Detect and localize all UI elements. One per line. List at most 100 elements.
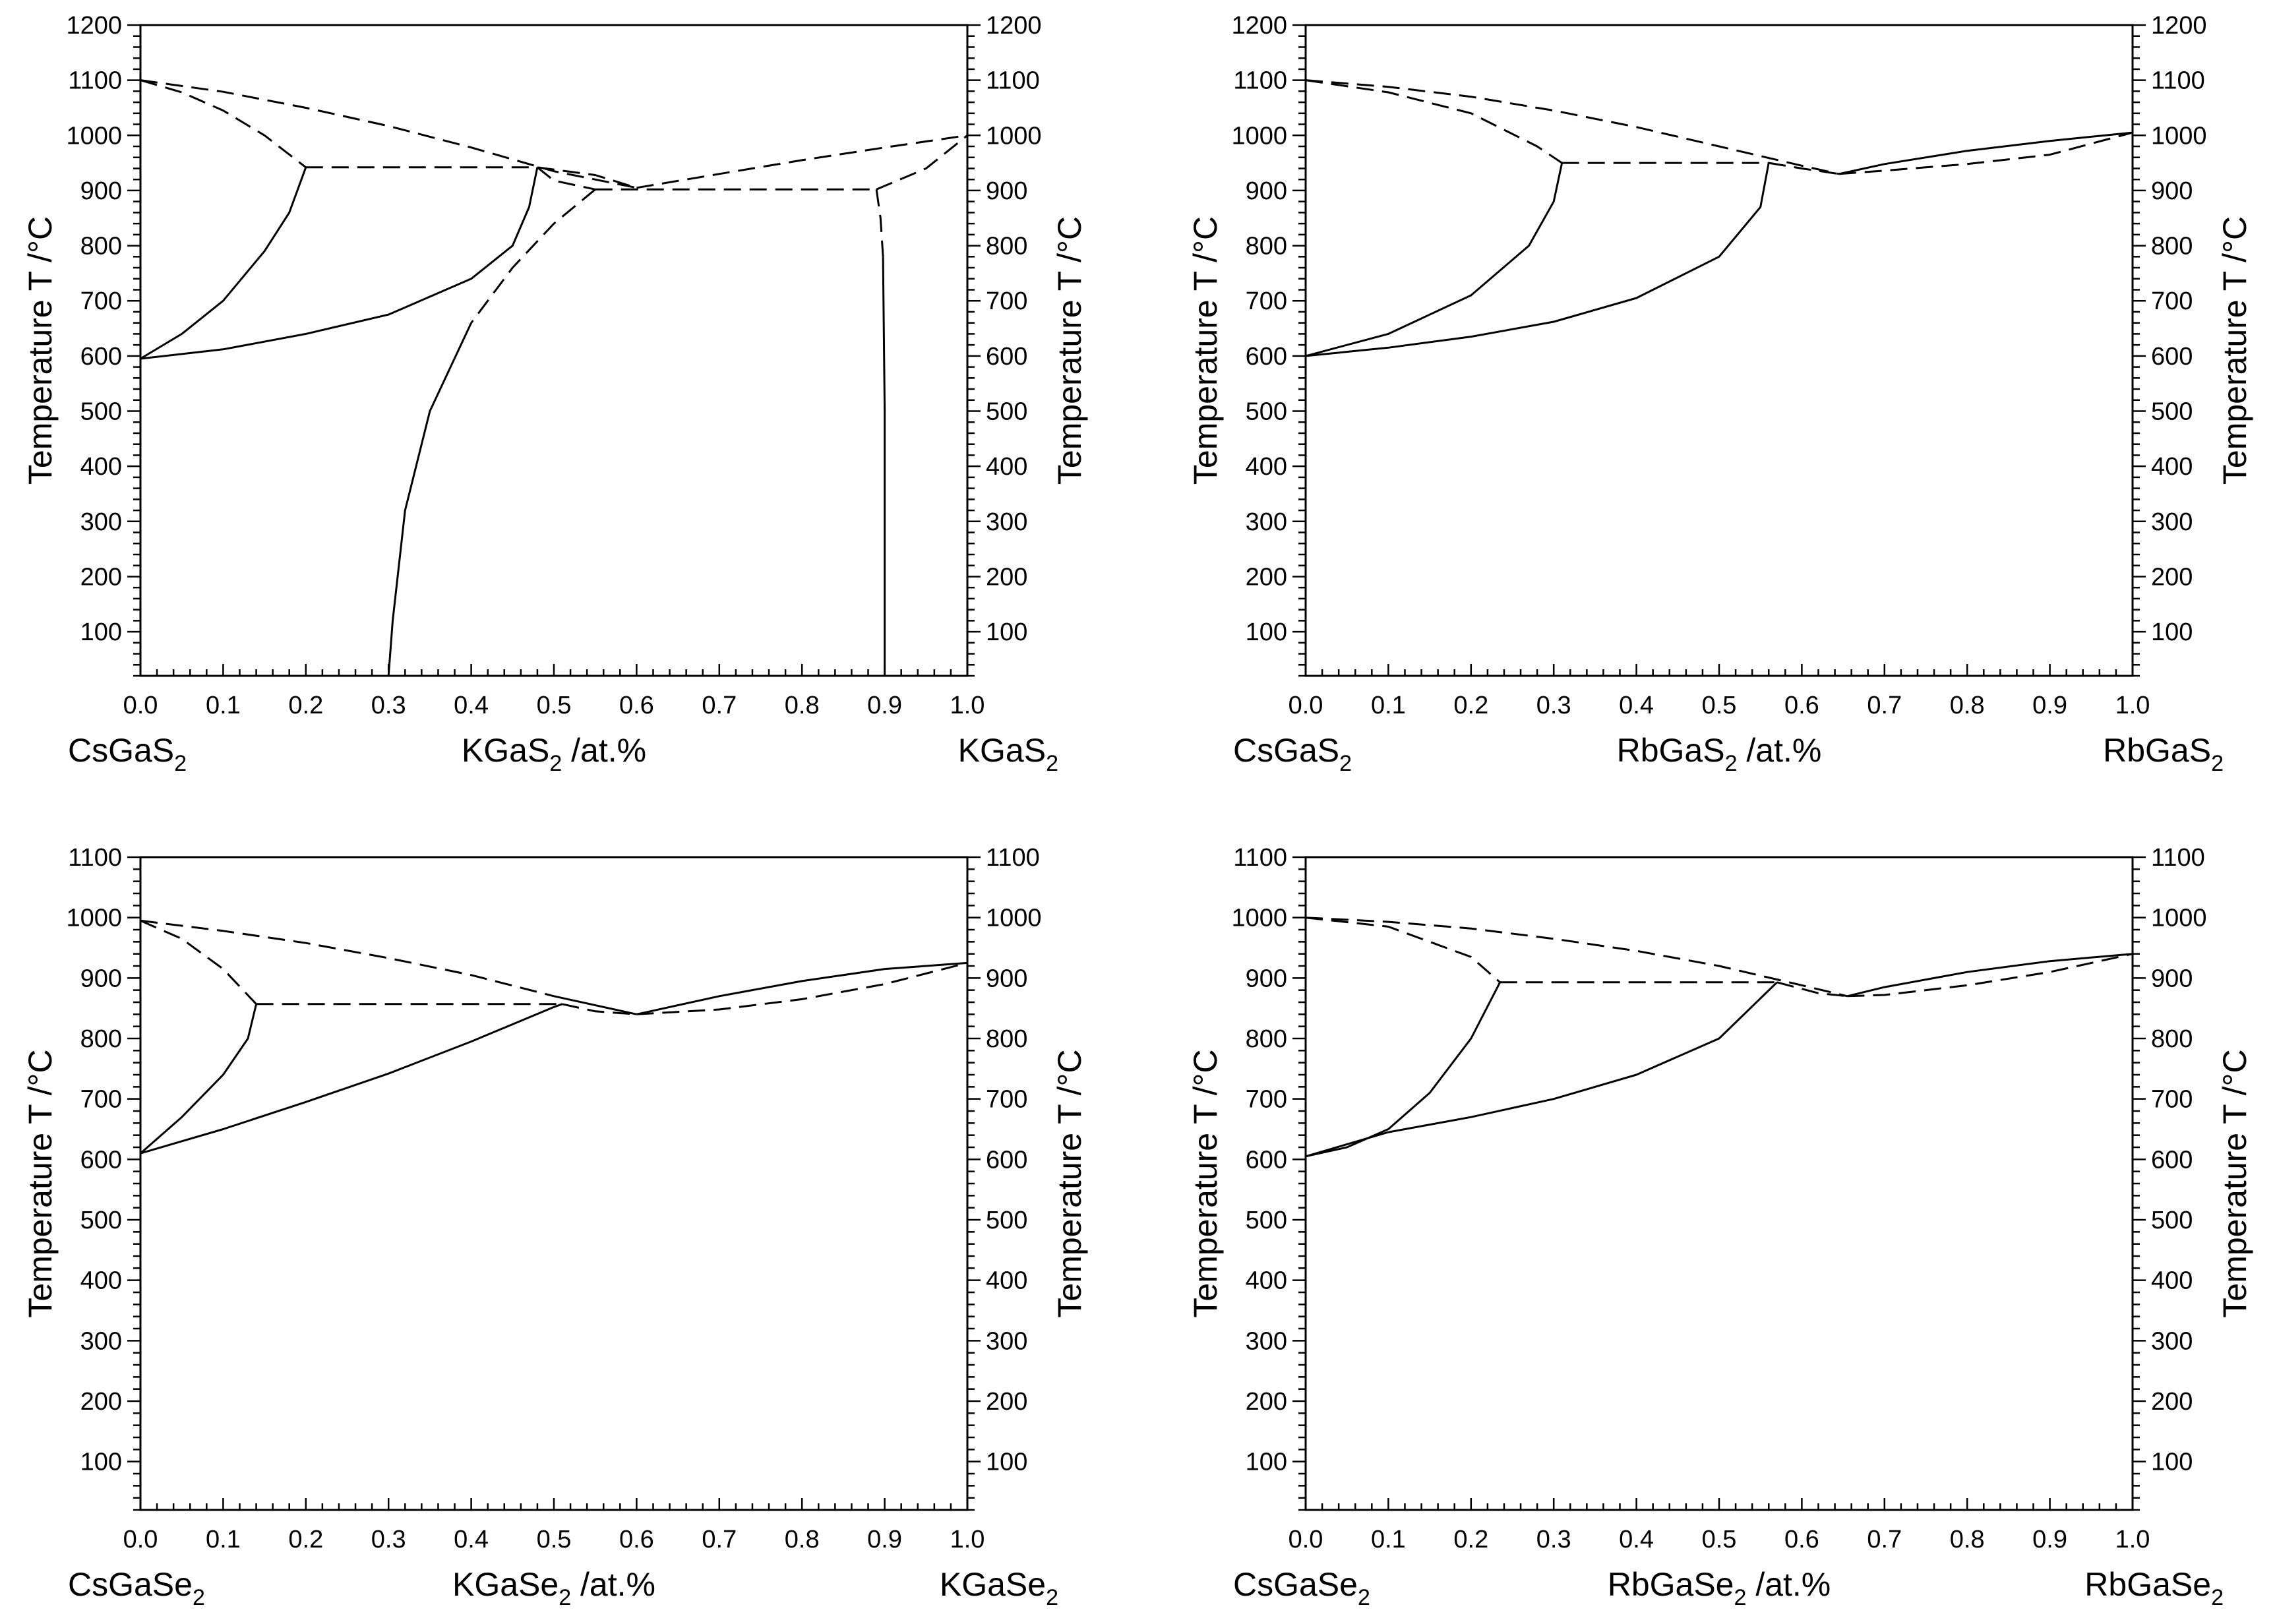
phase-curve-liquidus-left xyxy=(140,79,637,189)
y-tick-label-left: 200 xyxy=(1246,563,1287,591)
y-tick-label-left: 400 xyxy=(1246,1267,1287,1295)
x-tick-label: 0.5 xyxy=(1702,692,1737,719)
phase-curve-solvus-b-lower xyxy=(387,322,472,677)
phase-curve-solvus-a-upper xyxy=(140,919,257,1005)
left-component-label: CsGaSe2 xyxy=(68,1566,205,1610)
x-tick-label: 0.2 xyxy=(1453,1526,1488,1553)
y-tick-label-left: 1000 xyxy=(66,905,122,932)
phase-curve-solidus-b xyxy=(1305,981,1778,1158)
phase-curve-solvus-b-upper xyxy=(470,189,596,324)
y-axis-title-right: Temperature T /°C xyxy=(1051,216,1088,485)
x-tick-label: 0.5 xyxy=(537,1526,572,1553)
y-tick-label-left: 400 xyxy=(1246,453,1287,481)
x-tick-label: 0.4 xyxy=(454,1526,489,1553)
phase-curve-liquidus-right xyxy=(1838,131,2133,175)
x-tick-label: 0.4 xyxy=(1619,1526,1654,1553)
y-tick-label-right: 1000 xyxy=(986,905,1042,932)
y-tick-label-right: 1100 xyxy=(2151,844,2205,872)
y-tick-label-right: 100 xyxy=(2151,1449,2193,1476)
y-tick-label-left: 500 xyxy=(80,398,122,426)
left-component-label: CsGaS2 xyxy=(68,732,187,776)
phase-curve-solidus-b xyxy=(140,1003,563,1155)
x-tick-label: 0.0 xyxy=(1289,1526,1323,1553)
phase-curve-solidus-b xyxy=(140,167,539,360)
phase-curve-minimum-curve xyxy=(537,166,637,189)
phase-curve-liquidus-left xyxy=(1305,79,1840,175)
y-tick-label-right: 500 xyxy=(986,1207,1027,1234)
y-tick-label-right: 1100 xyxy=(2151,67,2205,95)
y-tick-label-left: 100 xyxy=(1246,1449,1287,1476)
y-tick-label-right: 1000 xyxy=(2151,122,2207,150)
phase-curve-solidus-b xyxy=(1305,162,1770,357)
y-tick-label-right: 800 xyxy=(2151,1025,2193,1053)
y-tick-label-right: 500 xyxy=(2151,1207,2193,1234)
phase-curve-liquidus-right xyxy=(636,134,968,189)
y-tick-label-right: 600 xyxy=(2151,1146,2193,1174)
x-tick-label: 0.7 xyxy=(702,1526,737,1553)
y-tick-label-right: 1100 xyxy=(986,844,1040,872)
x-tick-label: 0.8 xyxy=(1950,1526,1985,1553)
y-axis-title-right: Temperature T /°C xyxy=(1051,1049,1088,1317)
y-axis-title-right: Temperature T /°C xyxy=(2216,216,2253,485)
y-tick-label-left: 300 xyxy=(1246,1327,1287,1355)
x-tick-label: 0.2 xyxy=(288,1526,323,1553)
x-tick-label: 0.5 xyxy=(1702,1526,1737,1553)
plot-frame xyxy=(139,24,969,677)
y-tick-label-right: 900 xyxy=(986,177,1027,205)
y-axis-title-left: Temperature T /°C xyxy=(22,1049,59,1317)
x-tick-label: 0.1 xyxy=(1371,692,1406,719)
y-tick-label-right: 500 xyxy=(2151,398,2193,426)
y-tick-label-right: 500 xyxy=(986,398,1027,426)
x-tick-label: 0.9 xyxy=(2032,1526,2067,1553)
x-tick-label: 0.3 xyxy=(1536,692,1571,719)
x-tick-label: 0.3 xyxy=(1536,1526,1571,1553)
y-tick-label-right: 300 xyxy=(986,508,1027,536)
phase-curve-solvus-a-lower xyxy=(1305,162,1563,357)
y-axis-title-left: Temperature T /°C xyxy=(1187,216,1224,485)
x-tick-label: 0.0 xyxy=(123,1526,158,1553)
y-tick-label-right: 1200 xyxy=(2151,12,2207,40)
y-tick-label-left: 100 xyxy=(80,618,122,646)
phase-curve-solvus-c-upper xyxy=(875,189,884,257)
y-tick-label-left: 300 xyxy=(1246,508,1287,536)
y-tick-label-left: 500 xyxy=(80,1207,122,1234)
y-tick-label-right: 900 xyxy=(986,965,1027,992)
x-tick-label: 0.5 xyxy=(537,692,572,719)
phase-curve-solidus-right xyxy=(1847,953,2133,998)
x-tick-label: 0.7 xyxy=(702,692,737,719)
phase-curve-solvus-c-lower xyxy=(882,256,886,676)
y-tick-label-right: 600 xyxy=(986,343,1027,371)
x-tick-label: 0.8 xyxy=(1950,692,1985,719)
y-tick-label-left: 400 xyxy=(80,1267,122,1295)
y-tick-label-left: 200 xyxy=(80,563,122,591)
y-tick-label-right: 400 xyxy=(2151,1267,2193,1295)
y-tick-label-left: 600 xyxy=(80,1146,122,1174)
chart-panel-cs-rb-se: 0.0 0.1 0.2 0.3 0.4 0.5 0.6 0.7 0.8 0.9 1.0 100 100 2… xyxy=(1187,844,2253,1610)
y-tick-label-right: 600 xyxy=(2151,343,2193,371)
y-tick-label-left: 600 xyxy=(80,343,122,371)
y-tick-label-right: 400 xyxy=(2151,453,2193,481)
y-tick-label-right: 1200 xyxy=(986,12,1042,40)
x-axis-title: RbGaSe2 /at.% xyxy=(1608,1566,1831,1610)
x-tick-label: 1.0 xyxy=(950,692,985,719)
plot-frame xyxy=(1304,24,2134,677)
y-tick-label-left: 1100 xyxy=(1233,67,1287,95)
x-tick-label: 0.6 xyxy=(1784,1526,1819,1553)
y-tick-label-left: 1000 xyxy=(66,122,122,150)
y-tick-label-left: 600 xyxy=(1246,343,1287,371)
y-tick-label-right: 200 xyxy=(2151,563,2193,591)
y-tick-label-right: 300 xyxy=(986,1327,1027,1355)
phase-curve-minimum-curve xyxy=(562,1003,637,1015)
y-tick-label-right: 800 xyxy=(986,1025,1027,1053)
phase-curve-liquidus-left xyxy=(140,919,555,998)
y-tick-label-right: 800 xyxy=(2151,233,2193,260)
y-tick-label-left: 100 xyxy=(80,1449,122,1476)
x-tick-label: 0.9 xyxy=(867,692,902,719)
phase-curve-solidus-right xyxy=(636,961,968,1015)
y-tick-label-left: 1000 xyxy=(1231,122,1287,150)
y-tick-label-right: 600 xyxy=(986,1146,1027,1174)
y-tick-label-left: 700 xyxy=(80,1086,122,1114)
x-tick-label: 0.6 xyxy=(619,1526,654,1553)
y-tick-label-right: 100 xyxy=(2151,618,2193,646)
y-tick-label-left: 900 xyxy=(80,965,122,992)
